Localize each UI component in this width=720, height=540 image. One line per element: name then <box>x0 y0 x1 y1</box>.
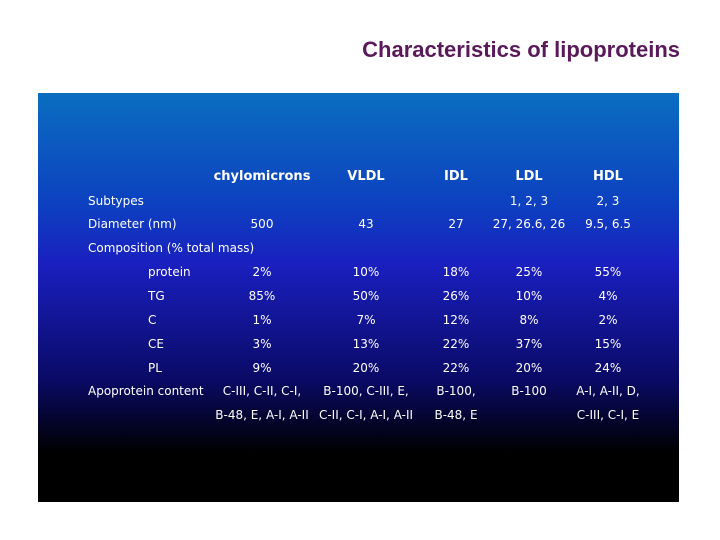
row-label-pl: PL <box>148 361 162 375</box>
table-cell: 20% <box>352 361 380 375</box>
row-label-c: C <box>148 313 157 327</box>
table-cell: 27 <box>448 217 464 231</box>
lipoprotein-table-panel: chylomicrons VLDL IDL LDL HDL Subtypes 1… <box>38 93 679 502</box>
table-cell: B-48, E, A-I, A-II <box>215 408 309 422</box>
table-cell: 13% <box>352 337 380 351</box>
row-label-diameter: Diameter (nm) <box>88 217 177 231</box>
row-label-composition: Composition (% total mass) <box>88 241 255 255</box>
table-cell: 27, 26.6, 26 <box>492 217 566 231</box>
table-cell: 24% <box>594 361 622 375</box>
table-cell: B-100, <box>436 384 476 398</box>
table-cell: 12% <box>442 313 470 327</box>
row-label-tg: TG <box>148 289 165 303</box>
header-chylomicrons: chylomicrons <box>213 169 311 184</box>
table-cell: 15% <box>594 337 622 351</box>
table-cell: B-100, C-III, E, <box>323 384 409 398</box>
row-label-subtypes: Subtypes <box>88 194 144 208</box>
row-label-ce: CE <box>148 337 164 351</box>
table-cell: B-100 <box>511 384 547 398</box>
table-cell: 50% <box>352 289 380 303</box>
table-cell: 9% <box>252 361 272 375</box>
table-cell: 7% <box>356 313 376 327</box>
table-cell: 43 <box>358 217 374 231</box>
table-cell: 20% <box>515 361 543 375</box>
table-cell: 500 <box>250 217 274 231</box>
table-cell: C-III, C-I, E <box>576 408 640 422</box>
table-cell: 22% <box>442 361 470 375</box>
table-cell: 9.5, 6.5 <box>585 217 631 231</box>
table-cell: 2% <box>252 265 272 279</box>
header-ldl: LDL <box>515 169 543 184</box>
slide-title: Characteristics of lipoproteins <box>362 37 680 62</box>
table-cell: 1, 2, 3 <box>509 194 549 208</box>
row-label-apoprotein: Apoprotein content <box>88 384 204 398</box>
header-vldl: VLDL <box>347 169 385 184</box>
table-cell: 2, 3 <box>596 194 620 208</box>
table-cell: 4% <box>598 289 618 303</box>
table-cell: 25% <box>515 265 543 279</box>
header-hdl: HDL <box>593 169 623 184</box>
table-cell: 37% <box>515 337 543 351</box>
table-cell: 18% <box>442 265 470 279</box>
table-cell: 8% <box>519 313 539 327</box>
table-cell: 55% <box>594 265 622 279</box>
table-cell: 22% <box>442 337 470 351</box>
table-cell: C-III, C-II, C-I, <box>222 384 302 398</box>
table-cell: 3% <box>252 337 272 351</box>
header-idl: IDL <box>444 169 468 184</box>
table-cell: 10% <box>515 289 543 303</box>
table-cell: C-II, C-I, A-I, A-II <box>318 408 414 422</box>
table-cell: 85% <box>248 289 276 303</box>
table-cell: A-I, A-II, D, <box>576 384 640 398</box>
table-cell: 1% <box>252 313 272 327</box>
table-cell: B-48, E <box>434 408 478 422</box>
table-cell: 26% <box>442 289 470 303</box>
table-cell: 10% <box>352 265 380 279</box>
table-cell: 2% <box>598 313 618 327</box>
row-label-protein: protein <box>148 265 191 279</box>
